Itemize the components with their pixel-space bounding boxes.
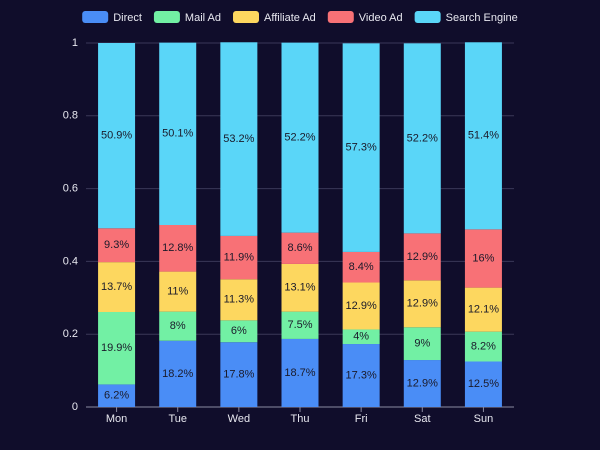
bar-segment bbox=[281, 232, 319, 264]
bar-segment bbox=[281, 338, 319, 407]
bar-segment bbox=[159, 42, 197, 225]
data-label: 17.3% bbox=[346, 369, 377, 381]
data-label: 8% bbox=[170, 320, 186, 332]
x-tick-label: Fri bbox=[355, 413, 368, 425]
bar-segment bbox=[220, 279, 258, 321]
bar-segment bbox=[281, 42, 319, 233]
bar-segment bbox=[220, 42, 258, 236]
data-label: 50.1% bbox=[162, 128, 193, 140]
x-tick-label: Sun bbox=[474, 413, 494, 425]
data-label: 53.2% bbox=[223, 133, 254, 145]
data-label: 12.9% bbox=[346, 300, 377, 312]
bar-segment bbox=[403, 233, 441, 281]
y-tick-label: 1 bbox=[72, 37, 78, 49]
bar-segment bbox=[98, 43, 136, 229]
data-label: 6.2% bbox=[104, 390, 129, 402]
data-label: 8.2% bbox=[471, 340, 496, 352]
x-tick-label: Wed bbox=[228, 413, 250, 425]
data-label: 8.4% bbox=[349, 261, 374, 273]
bar-segment bbox=[403, 280, 441, 328]
legend-label: Affiliate Ad bbox=[264, 12, 316, 24]
bar-segment bbox=[464, 331, 502, 362]
bar-segment bbox=[159, 340, 197, 407]
bar-segment bbox=[98, 228, 136, 263]
bar-segment bbox=[464, 361, 502, 407]
bar-segment bbox=[281, 263, 319, 312]
data-label: 52.2% bbox=[407, 132, 438, 144]
bar-segment bbox=[342, 251, 380, 283]
data-label: 18.7% bbox=[284, 367, 315, 379]
data-label: 9% bbox=[414, 338, 430, 350]
x-tick-label: Mon bbox=[106, 413, 127, 425]
bar-segment bbox=[464, 42, 502, 230]
data-label: 13.1% bbox=[284, 282, 315, 294]
y-tick-label: 0.2 bbox=[63, 328, 78, 340]
data-label: 19.9% bbox=[101, 342, 132, 354]
bar-segment bbox=[281, 311, 319, 339]
legend-swatch bbox=[327, 11, 354, 23]
bar-segment bbox=[98, 384, 136, 407]
data-label: 12.5% bbox=[468, 378, 499, 390]
data-label: 9.3% bbox=[104, 239, 129, 251]
data-label: 12.9% bbox=[407, 298, 438, 310]
y-tick-label: 0.8 bbox=[63, 110, 78, 122]
bar-segment bbox=[159, 311, 197, 341]
data-label: 11.9% bbox=[224, 251, 255, 263]
bar-segment bbox=[98, 262, 136, 312]
data-label: 12.9% bbox=[407, 251, 438, 263]
bar-segment bbox=[220, 342, 258, 407]
legend-label: Video Ad bbox=[359, 12, 403, 24]
y-tick-label: 0.4 bbox=[63, 255, 78, 267]
data-label: 51.4% bbox=[468, 130, 499, 142]
data-label: 13.7% bbox=[101, 281, 132, 293]
bar-segment bbox=[342, 329, 380, 345]
bar-segment bbox=[464, 287, 502, 332]
data-label: 16% bbox=[472, 252, 494, 264]
bar-segment bbox=[220, 235, 258, 280]
bar-segment bbox=[220, 320, 258, 343]
bar-segment bbox=[98, 311, 136, 385]
data-label: 12.1% bbox=[468, 304, 499, 316]
legend-label: Mail Ad bbox=[185, 12, 221, 24]
legend-label: Direct bbox=[113, 12, 142, 24]
bar-segment bbox=[403, 327, 441, 361]
data-label: 7.5% bbox=[287, 319, 312, 331]
bar-segment bbox=[342, 43, 380, 252]
data-label: 4% bbox=[353, 331, 369, 343]
data-label: 6% bbox=[231, 325, 247, 337]
bar-segment bbox=[342, 282, 380, 330]
data-label: 18.2% bbox=[162, 368, 193, 380]
bar-segment bbox=[403, 360, 441, 407]
data-label: 50.9% bbox=[101, 130, 132, 142]
bar-segment bbox=[403, 43, 441, 234]
bar-segment bbox=[342, 344, 380, 407]
legend-label: Search Engine bbox=[446, 12, 518, 24]
legend-swatch bbox=[153, 11, 180, 23]
data-label: 12.8% bbox=[162, 242, 193, 254]
bar-segment bbox=[159, 271, 197, 312]
data-label: 8.6% bbox=[287, 242, 312, 254]
data-label: 11.3% bbox=[224, 294, 255, 306]
data-label: 17.8% bbox=[223, 369, 254, 381]
data-label: 57.3% bbox=[346, 142, 377, 154]
data-label: 11% bbox=[167, 286, 188, 298]
legend-swatch bbox=[414, 11, 441, 23]
bar-segment bbox=[159, 225, 197, 272]
data-label: 52.2% bbox=[284, 132, 315, 144]
data-label: 12.9% bbox=[407, 377, 438, 389]
x-tick-label: Thu bbox=[291, 413, 310, 425]
bar-segment bbox=[464, 229, 502, 288]
legend-swatch bbox=[82, 11, 109, 23]
x-tick-label: Sat bbox=[414, 413, 431, 425]
legend-swatch bbox=[233, 11, 260, 23]
y-tick-label: 0 bbox=[72, 401, 78, 413]
x-tick-label: Tue bbox=[168, 413, 187, 425]
y-tick-label: 0.6 bbox=[63, 183, 78, 195]
